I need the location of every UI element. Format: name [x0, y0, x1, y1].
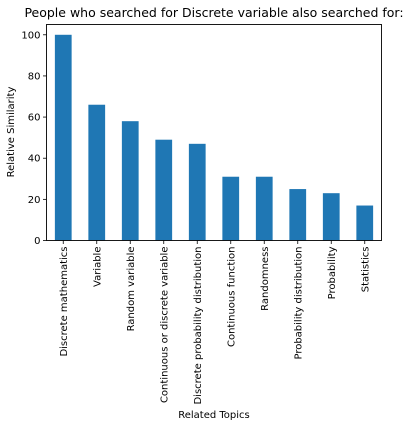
y-axis: 0 20 40 60 80 100 [21, 30, 47, 247]
bar [155, 139, 173, 241]
bar [188, 143, 206, 241]
bar [121, 121, 139, 241]
y-tick-label: 60 [28, 113, 41, 124]
x-axis: Discrete mathematics Variable Random varia… [59, 240, 371, 405]
y-tick-label: 80 [28, 71, 41, 82]
x-tick-label: Random variable [126, 247, 137, 332]
y-axis-label: Relative Similarity [6, 87, 17, 178]
x-tick-label: Statistics [360, 247, 371, 293]
bar [54, 34, 72, 241]
y-tick-label: 100 [21, 30, 40, 41]
x-tick-label: Variable [92, 247, 103, 288]
x-axis-label: Related Topics [178, 410, 250, 421]
x-tick-label: Continuous or discrete variable [159, 247, 170, 404]
bar [88, 104, 106, 241]
bar-series [54, 34, 374, 241]
bar [356, 205, 374, 241]
x-tick-label: Randomness [260, 247, 271, 311]
x-tick-label: Probability distribution [293, 247, 304, 360]
plot-frame [46, 24, 382, 241]
y-tick-label: 20 [28, 195, 41, 206]
bar [322, 193, 340, 241]
bar [289, 189, 307, 241]
bar [222, 176, 240, 241]
y-tick-label: 0 [34, 236, 40, 247]
y-tick-label: 40 [28, 154, 41, 165]
bar [255, 176, 273, 241]
chart-title: People who searched for Discrete variabl… [24, 5, 403, 20]
x-tick-label: Discrete mathematics [59, 247, 70, 357]
x-tick-label: Continuous function [226, 247, 237, 348]
x-tick-label: Discrete probability distribution [193, 247, 204, 405]
x-tick-label: Probability [327, 246, 338, 299]
